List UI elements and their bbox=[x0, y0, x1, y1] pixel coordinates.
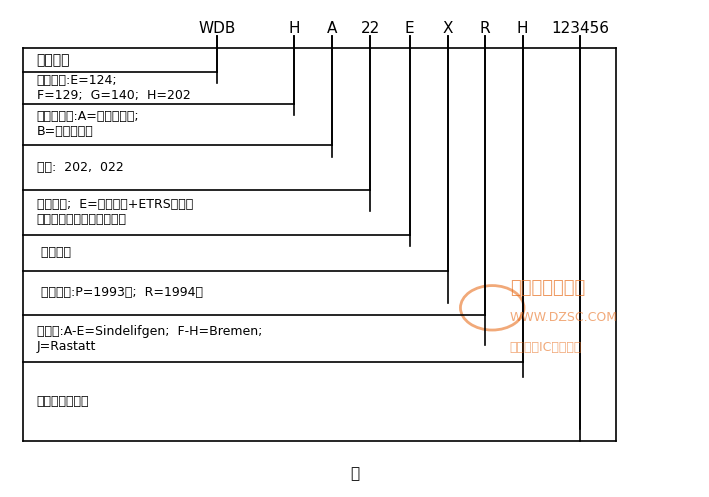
Text: 123456: 123456 bbox=[552, 21, 610, 36]
Text: 维库电子市场网: 维库电子市场网 bbox=[510, 279, 585, 297]
Text: 车型:  202,  022: 车型: 202, 022 bbox=[37, 161, 123, 174]
Text: 出厂日斯:P=1993年;  R=1994年: 出厂日斯:P=1993年; R=1994年 bbox=[37, 286, 203, 300]
Text: 图: 图 bbox=[350, 466, 359, 481]
Text: H: H bbox=[289, 21, 300, 36]
Text: 制造厂商: 制造厂商 bbox=[37, 53, 70, 67]
Text: 全球最大IC采购网站: 全球最大IC采购网站 bbox=[510, 341, 582, 354]
Text: H: H bbox=[517, 21, 528, 36]
Text: E: E bbox=[405, 21, 414, 36]
Text: WWW.DZSC.COM: WWW.DZSC.COM bbox=[510, 311, 618, 324]
Text: 22: 22 bbox=[360, 21, 379, 36]
Text: 车身底盘及数目: 车身底盘及数目 bbox=[37, 395, 89, 408]
Text: 系统配置;  E=安全气囊+ETRS副驾驶
安全气囊及前乘客安全气囊: 系统配置; E=安全气囊+ETRS副驾驶 安全气囊及前乘客安全气囊 bbox=[37, 198, 193, 227]
Text: WDB: WDB bbox=[198, 21, 235, 36]
Text: X: X bbox=[442, 21, 453, 36]
Text: A: A bbox=[327, 21, 337, 36]
Text: R: R bbox=[480, 21, 491, 36]
Text: 制造厂:A-E=Sindelifgen;  F-H=Bremen;
J=Rastatt: 制造厂:A-E=Sindelifgen; F-H=Bremen; J=Rasta… bbox=[37, 325, 262, 353]
Text: 车型识别:E=124;
F=129;  G=140;  H=202: 车型识别:E=124; F=129; G=140; H=202 bbox=[37, 74, 191, 101]
Text: 检查码号: 检查码号 bbox=[37, 246, 71, 259]
Text: 发动机类型:A=汽油发动机;
B=柴油发动机: 发动机类型:A=汽油发动机; B=柴油发动机 bbox=[37, 110, 140, 138]
